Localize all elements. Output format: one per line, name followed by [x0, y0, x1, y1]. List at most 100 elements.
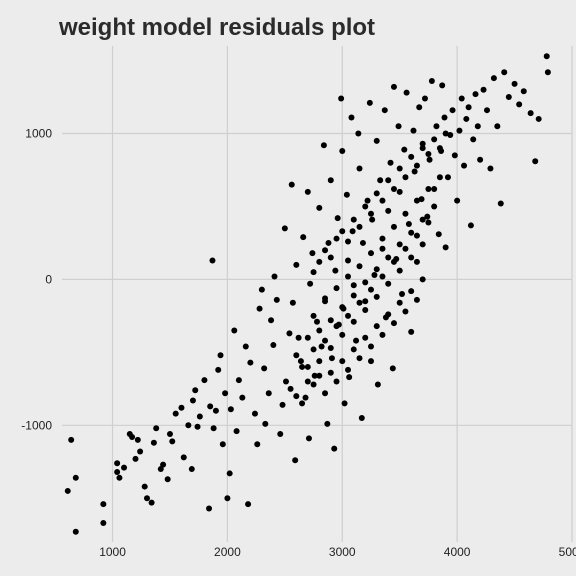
data-point: [273, 296, 280, 303]
data-point: [413, 197, 420, 204]
data-point: [345, 312, 352, 319]
data-point: [160, 461, 167, 468]
data-point: [209, 257, 216, 264]
data-point: [256, 305, 263, 312]
data-point: [408, 288, 415, 295]
data-point: [132, 455, 139, 462]
x-tick-label: 4000: [444, 545, 471, 559]
data-point: [402, 174, 409, 181]
data-point: [367, 250, 374, 257]
data-point: [196, 413, 203, 420]
data-point: [201, 377, 208, 384]
x-tick-label: 5000: [559, 545, 576, 559]
data-point: [192, 387, 199, 394]
data-point: [100, 520, 107, 527]
data-point: [72, 528, 79, 535]
data-point: [194, 423, 201, 430]
data-point: [277, 431, 284, 438]
data-point: [364, 197, 371, 204]
data-point: [339, 304, 346, 311]
data-point: [318, 343, 325, 350]
data-point: [325, 239, 332, 246]
data-point: [287, 385, 294, 392]
data-point: [333, 235, 340, 242]
data-point: [333, 323, 340, 330]
data-point: [381, 107, 388, 114]
data-point: [316, 258, 323, 265]
data-point: [339, 228, 346, 235]
data-point: [385, 280, 392, 287]
data-point: [134, 436, 141, 443]
data-point: [435, 231, 442, 238]
data-point: [413, 258, 420, 265]
data-point: [310, 269, 317, 276]
data-point: [396, 165, 403, 172]
data-point: [447, 131, 454, 138]
data-point: [356, 263, 363, 270]
data-point: [385, 254, 392, 261]
data-point: [421, 95, 428, 102]
data-point: [210, 425, 217, 432]
data-point: [324, 420, 331, 427]
data-point: [511, 80, 518, 87]
data-point: [295, 334, 302, 341]
data-point: [339, 358, 346, 365]
data-point: [245, 501, 252, 508]
data-point: [487, 165, 494, 172]
data-point: [456, 127, 463, 134]
data-point: [408, 328, 415, 335]
data-point: [480, 86, 487, 93]
data-point: [373, 137, 380, 144]
data-point: [532, 158, 539, 165]
data-point: [327, 177, 334, 184]
data-point: [141, 483, 148, 490]
data-point: [327, 344, 334, 351]
data-point: [180, 454, 187, 461]
data-point: [304, 363, 311, 370]
data-point: [271, 273, 278, 280]
x-tick-label: 3000: [329, 545, 356, 559]
data-point: [345, 238, 352, 245]
data-point: [300, 234, 307, 241]
data-point: [242, 343, 249, 350]
data-point: [68, 436, 75, 443]
data-point: [348, 114, 355, 121]
data-point: [316, 204, 323, 211]
data-point: [310, 381, 317, 388]
data-point: [535, 115, 542, 122]
data-point: [305, 435, 312, 442]
data-point: [310, 346, 317, 353]
data-point: [377, 177, 384, 184]
data-point: [219, 441, 226, 448]
data-point: [470, 136, 477, 143]
data-point: [516, 101, 523, 108]
data-point: [373, 190, 380, 197]
data-point: [413, 162, 420, 169]
data-point: [307, 280, 314, 287]
data-point: [254, 441, 261, 448]
data-point: [281, 225, 288, 232]
data-point: [188, 466, 195, 473]
data-point: [402, 308, 409, 315]
data-point: [413, 296, 420, 303]
data-point: [262, 420, 269, 427]
data-point: [371, 272, 378, 279]
data-point: [322, 390, 329, 397]
data-point: [215, 366, 222, 373]
data-points: [64, 53, 551, 535]
data-point: [334, 215, 341, 222]
data-point: [465, 104, 472, 111]
data-point: [339, 331, 346, 338]
data-point: [235, 377, 242, 384]
data-point: [413, 232, 420, 239]
data-point: [169, 438, 176, 445]
data-point: [286, 330, 293, 337]
tick-labels: 1000 2000 3000 4000 5000 -1000 0 1000: [21, 127, 576, 559]
data-point: [431, 136, 438, 143]
data-point: [293, 261, 300, 268]
data-point: [350, 346, 357, 353]
data-point: [379, 235, 386, 242]
data-point: [431, 185, 438, 192]
data-point: [366, 99, 373, 106]
data-point: [385, 311, 392, 318]
